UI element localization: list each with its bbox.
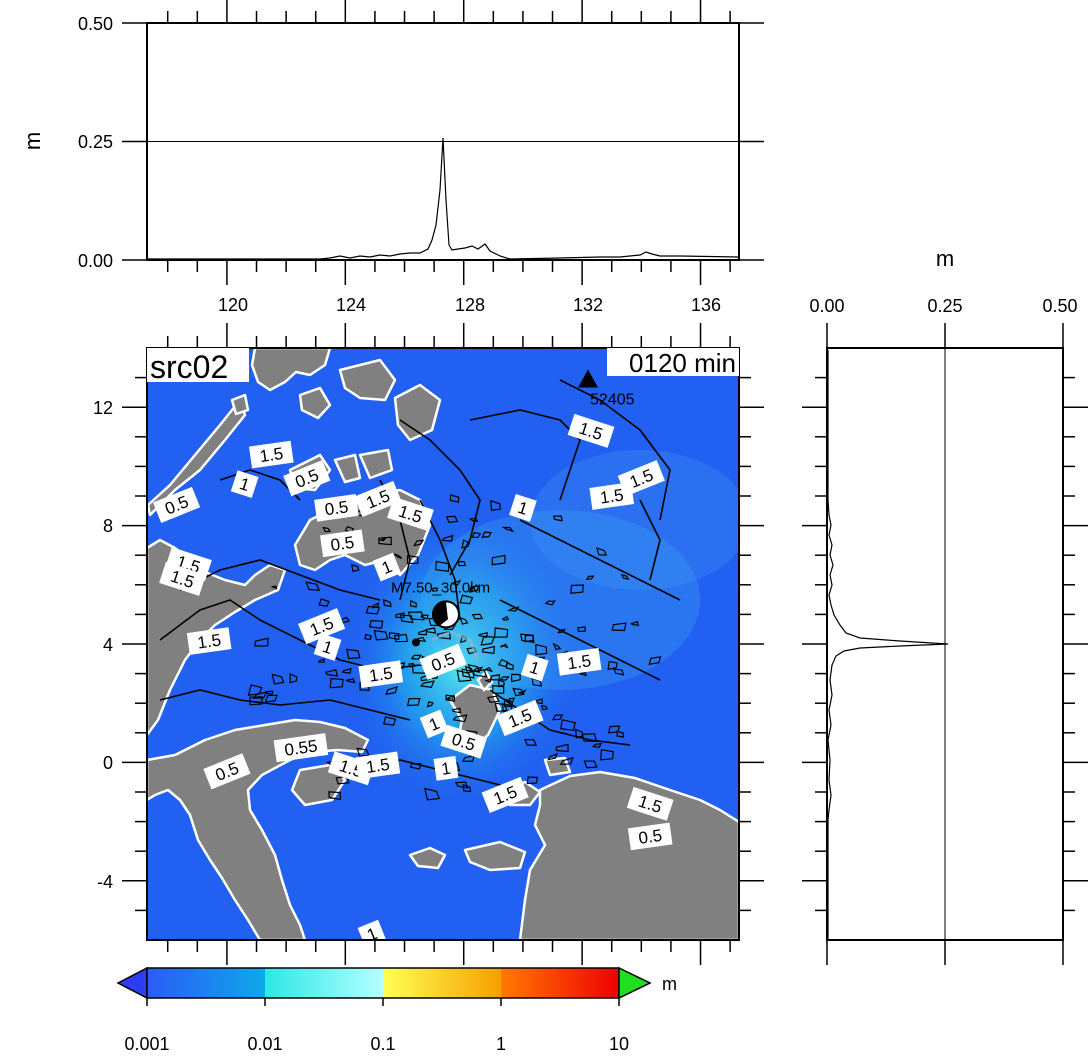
contour-label-text: 1.5	[599, 485, 625, 507]
contour-label: 1.5	[186, 627, 232, 655]
top-xtick-120: 120	[218, 295, 248, 315]
contour-label-text: 0.5	[637, 826, 663, 848]
contour-label: 0.55	[273, 733, 329, 763]
contour-label: 1.5	[567, 413, 615, 448]
contour-label: 1.5	[248, 440, 294, 469]
colorbar-tick-1: 1	[496, 1034, 506, 1054]
contour-label-text: 1.5	[566, 651, 592, 673]
contour-label-text: 1.5	[365, 755, 391, 777]
contour-label: 1.5	[556, 647, 602, 676]
contour-label: 1	[433, 755, 459, 781]
right-xtick-0.50: 0.50	[1042, 296, 1077, 316]
map-panel: 0.511.50.51.50.5 1.51.50.511.51.51.511.5 0…	[93, 323, 764, 965]
contour-label: 1	[357, 919, 387, 940]
contour-label: 1	[509, 493, 537, 522]
colorbar-band-1	[147, 968, 265, 998]
contour-label: 1	[419, 709, 449, 739]
top-profile-panel: 0.50 0.25 0.00 m 120 124 128 132 136	[20, 0, 764, 315]
colorbar-unit: m	[662, 974, 677, 994]
contour-label: 1.5	[159, 561, 206, 596]
colorbar-tick-0.001: 0.001	[124, 1034, 169, 1054]
map-ytick-12: 12	[93, 398, 113, 418]
contour-label-text: 0.55	[283, 736, 318, 759]
station-label: 52405	[590, 392, 635, 409]
contour-label-text: 1.5	[368, 664, 394, 686]
contour-label: 1	[520, 653, 549, 682]
right-profile-line	[827, 350, 949, 940]
contour-label-text: 1.5	[258, 444, 284, 466]
map-ytick-0: 0	[103, 753, 113, 773]
map-title: src02	[150, 349, 228, 385]
colorbar-band-4	[501, 968, 619, 998]
contour-label: 0.5	[314, 494, 359, 522]
colorbar-under-arrow	[116, 966, 148, 1000]
contour-label-text: 1	[440, 759, 452, 779]
source-label: M7.50_30.0km	[391, 579, 490, 596]
contour-label: 1	[230, 470, 259, 499]
map-ytick-4: 4	[103, 635, 113, 655]
contour-label: 1.5	[626, 786, 674, 821]
top-ytick-0.00: 0.00	[78, 251, 113, 271]
map-title-box	[147, 348, 249, 382]
top-ytick-0.25: 0.25	[78, 132, 113, 152]
colorbar-band-2	[265, 968, 383, 998]
station-triangle-icon	[578, 369, 599, 388]
contour-label: 1.5	[358, 660, 404, 689]
colorbar: m 0.001 0.01 0.1 1 10	[116, 966, 677, 1054]
epicenter-dot	[411, 638, 420, 647]
contour-label: 1	[372, 552, 402, 582]
top-xtick-132: 132	[573, 295, 603, 315]
contour-label: 0.5	[627, 822, 673, 851]
contour-label-text: 0.5	[329, 533, 355, 555]
right-profile-panel: m 0.00 0.25 0.50	[802, 246, 1088, 965]
contour-label: 1.5	[355, 751, 401, 780]
time-label-box	[607, 348, 739, 376]
colorbar-band-3	[383, 968, 501, 998]
right-xtick-0.25: 0.25	[927, 296, 962, 316]
top-xtick-128: 128	[455, 295, 485, 315]
top-profile-line	[147, 137, 739, 260]
contour-label-text: 0.5	[323, 497, 349, 519]
right-xtick-0.00: 0.00	[809, 296, 844, 316]
right-x-axis-label: m	[936, 246, 954, 271]
map-ytick--4: -4	[97, 872, 113, 892]
top-ytick-0.50: 0.50	[78, 14, 113, 34]
top-y-axis-label: m	[20, 132, 45, 150]
colorbar-tick-10: 10	[609, 1034, 629, 1054]
contour-label: 1	[313, 633, 342, 661]
map-ytick-8: 8	[103, 516, 113, 536]
focal-mechanism-icon	[431, 600, 460, 629]
colorbar-tick-0.01: 0.01	[247, 1034, 282, 1054]
time-label: 0120 min	[629, 348, 736, 378]
top-xtick-136: 136	[691, 295, 721, 315]
colorbar-over-arrow	[618, 966, 652, 1000]
contour-label: 0.5	[320, 529, 365, 558]
contour-label: 1.5	[589, 482, 635, 510]
contour-label-text: 1.5	[196, 630, 222, 652]
colorbar-tick-0.1: 0.1	[370, 1034, 395, 1054]
top-xtick-124: 124	[336, 295, 366, 315]
